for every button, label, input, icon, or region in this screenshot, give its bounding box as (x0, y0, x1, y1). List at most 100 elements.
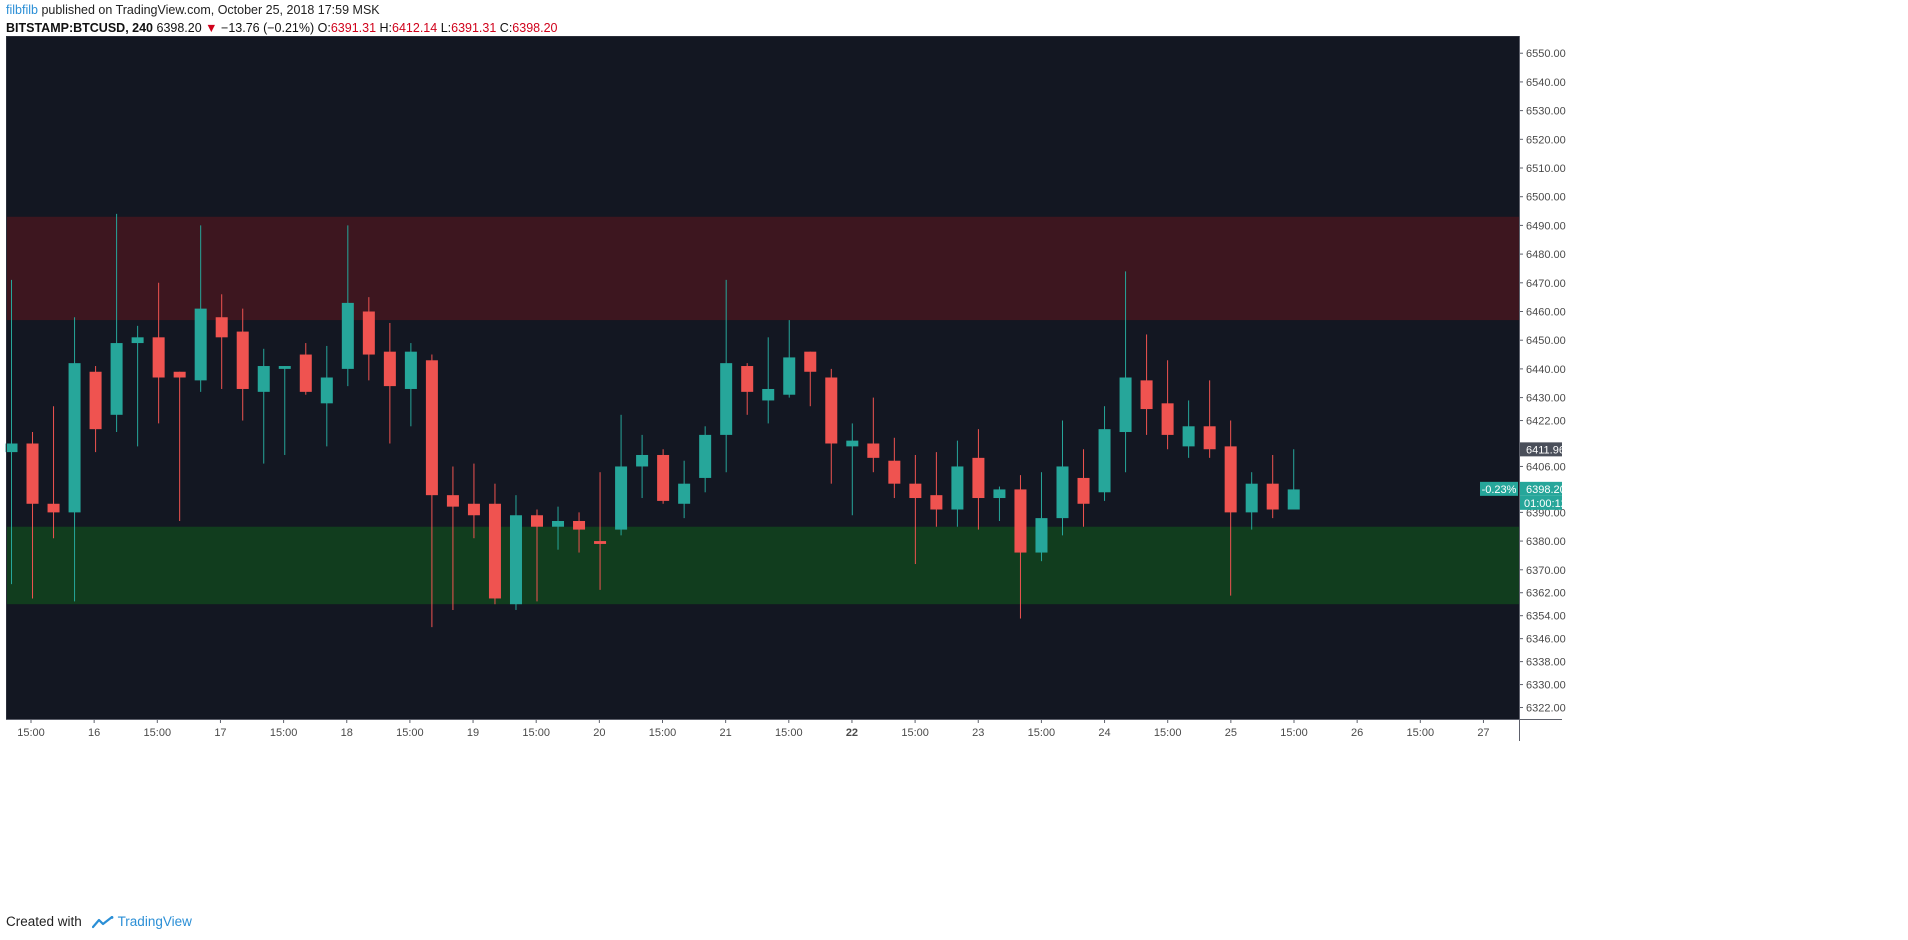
time-tick-label: 24 (1098, 727, 1110, 739)
price-axis-background (1519, 36, 1562, 719)
candle-body (888, 460, 901, 484)
candle-body (678, 483, 691, 504)
time-tick-label: 20 (593, 727, 605, 739)
price-tick-label: 6460.00 (1526, 306, 1566, 318)
price-tick-label: 6550.00 (1526, 48, 1566, 60)
symbol-info: BITSTAMP:BTCUSD, 240 6398.20 ▼ −13.76 (−… (6, 21, 557, 35)
candle-body (1245, 483, 1258, 513)
candle-body (825, 377, 838, 444)
price-tick-label: 6440.00 (1526, 364, 1566, 376)
price-tick-label: 6450.00 (1526, 335, 1566, 347)
countdown-tag (1520, 495, 1562, 510)
time-tick-label: 15:00 (522, 727, 550, 739)
footer: Created with TradingView (6, 914, 192, 929)
tradingview-link[interactable]: TradingView (117, 914, 192, 929)
open-value: 6391.31 (330, 21, 377, 35)
support-zone (6, 526, 1519, 605)
price-tick-label: 6540.00 (1526, 77, 1566, 89)
time-tick-label: 17 (214, 727, 226, 739)
candle-body (972, 457, 985, 499)
candle-body (783, 357, 796, 395)
candle-body (636, 454, 649, 467)
time-tick-label: 15:00 (17, 727, 45, 739)
candle-body (152, 337, 165, 378)
time-tick-label: 15:00 (901, 727, 929, 739)
time-tick-label: 22 (846, 727, 858, 739)
price-tick-label: 6500.00 (1526, 192, 1566, 204)
time-tick-label: 19 (467, 727, 479, 739)
price-tick-label: 6430.00 (1526, 393, 1566, 405)
candle-body (1161, 403, 1174, 435)
countdown-label: 01:00:12 (1524, 498, 1567, 510)
time-tick-label: 26 (1351, 727, 1363, 739)
open-label: O: (317, 21, 331, 35)
candle-body (257, 366, 270, 392)
time-tick-label: 23 (972, 727, 984, 739)
time-tick-label: 21 (720, 727, 732, 739)
time-tick-label: 15:00 (1407, 727, 1435, 739)
time-tick-label: 18 (341, 727, 353, 739)
candle-body (89, 371, 102, 430)
candle-body (762, 388, 775, 401)
candle-body (846, 440, 859, 447)
candlestick-chart[interactable]: 6322.00 6330.00 6338.00 6346.00 6354.00 6362.… (0, 0, 1908, 910)
candle-body (573, 520, 586, 530)
candle-body (993, 489, 1006, 499)
author-link[interactable]: filbfilb (6, 3, 38, 17)
price-tick-label: 6530.00 (1526, 106, 1566, 118)
price-tick-label: 6406.00 (1526, 461, 1566, 473)
candle-body (909, 483, 922, 499)
candle-body (509, 515, 522, 605)
last-price: 6398.20 (156, 21, 202, 35)
time-tick-label: 16 (88, 727, 100, 739)
price-tag-label: 6411.96 (1526, 444, 1565, 456)
time-tick-label: 15:00 (270, 727, 298, 739)
candle-body (804, 351, 817, 372)
created-with-text: Created with (6, 914, 82, 929)
candle-body (1224, 446, 1237, 513)
price-tick-label: 6370.00 (1526, 565, 1566, 577)
candle-body (1014, 489, 1027, 553)
publish-info: filbfilb published on TradingView.com, O… (6, 3, 380, 17)
candle-body (1287, 489, 1300, 510)
candle-body (278, 366, 291, 369)
candle-body (299, 354, 312, 392)
candle-body (1140, 380, 1153, 410)
candle-body (1035, 518, 1048, 553)
price-tick-label: 6510.00 (1526, 163, 1566, 175)
price-tag-prev (1520, 442, 1562, 457)
resistance-zone (6, 216, 1519, 321)
time-tick-label: 15:00 (1028, 727, 1056, 739)
candle-body (362, 311, 375, 355)
time-tick-label: 15:00 (775, 727, 803, 739)
time-tick-label: 15:00 (1154, 727, 1182, 739)
candle-body (531, 515, 543, 527)
candle-body (615, 466, 628, 530)
time-tick-label: 15:00 (1280, 727, 1308, 739)
high-value: 6412.14 (392, 21, 438, 35)
candle-body (1119, 377, 1132, 433)
candle-body (110, 343, 123, 415)
time-tick-label: 25 (1225, 727, 1237, 739)
high-label: H: (379, 21, 393, 35)
candle-body (1077, 477, 1090, 504)
price-tag-current (1520, 481, 1562, 496)
candle-body (341, 302, 354, 369)
price-tick-label: 6422.00 (1526, 416, 1566, 428)
price-tick-label: 6390.00 (1526, 507, 1566, 519)
candle-body (594, 541, 607, 544)
price-tick-label: 6362.00 (1526, 588, 1566, 600)
candle-body (425, 360, 438, 496)
close-label: C: (499, 21, 513, 35)
published-text: published on TradingView.com, October 25… (37, 3, 380, 17)
price-tick-label: 6354.00 (1526, 611, 1566, 623)
candle-body (383, 351, 396, 387)
low-value: 6391.31 (451, 21, 497, 35)
time-tick-label: 27 (1477, 727, 1489, 739)
candle-body (720, 363, 733, 435)
down-arrow-icon: ▼ (205, 21, 218, 35)
candle-body (867, 443, 880, 458)
pct-change-tag (1480, 481, 1518, 496)
candle-body (699, 434, 712, 478)
time-axis-background (6, 719, 1562, 741)
